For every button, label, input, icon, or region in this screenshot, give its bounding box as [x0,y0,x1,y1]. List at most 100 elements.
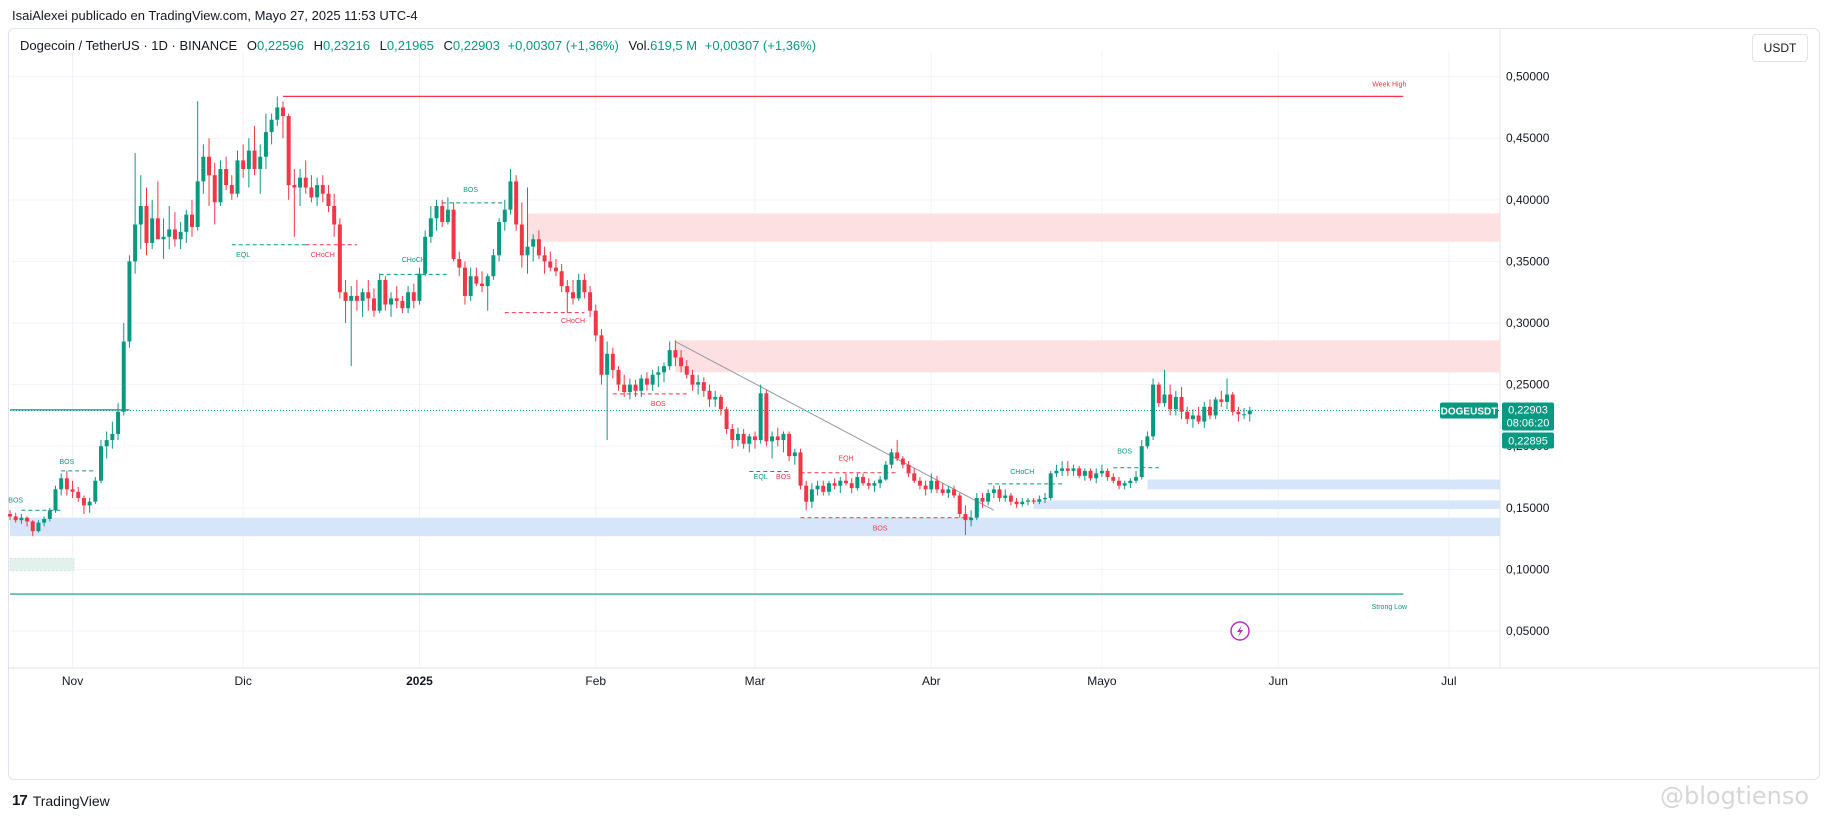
candle-body [1190,415,1195,420]
candle-body [53,489,58,511]
volume-label: Vol. [628,38,651,53]
candle-body [229,185,234,194]
candle-body [781,433,786,441]
level-label: Week High [1372,81,1406,88]
symbol-tag [1440,402,1498,419]
candle-body [485,276,490,287]
candle-body [332,206,337,225]
faded-box [9,557,75,572]
candle-body [360,292,365,301]
candle-body [758,393,763,441]
volume-change: +0,00307 (+1,36%) [704,38,817,53]
candle-body [445,209,450,223]
candle-body [991,489,996,494]
candle-body [1156,384,1161,404]
candle-body [1236,411,1241,415]
low-label: L [379,38,387,53]
candle-body [798,452,803,486]
x-tick-label: Feb [585,674,606,688]
candle-body [792,452,797,457]
candle-body [417,273,422,301]
candle-body [87,501,92,506]
high-label: H [313,38,323,53]
candle-body [434,206,439,219]
candle-body [770,436,775,442]
candle-body [25,517,30,522]
candle-body [764,393,769,442]
candle-body [1116,480,1121,486]
candle-body [423,236,428,274]
candle-body [872,483,877,486]
candle-body [508,181,513,210]
y-tick-label: 0,15000 [1506,501,1550,515]
candle-body [246,150,251,170]
publish-info: IsaiAlexei publicado en TradingView.com,… [12,8,418,23]
candle-body [735,433,740,441]
candle-body [81,497,86,506]
candle-body [1003,495,1008,498]
supply-zone [675,340,1500,373]
candle-body [212,175,217,203]
candle-body [59,478,64,490]
candle-body [536,239,541,256]
watermark: @blogtienso [1660,782,1810,810]
candle-body [673,350,678,358]
candle-body [121,341,126,412]
change-value: +0,00307 (+1,36%) [507,38,619,53]
demand-zone [1033,500,1500,510]
candle-body [480,283,485,287]
candle-body [588,292,593,311]
chart-frame [8,28,1820,780]
candle-body [707,390,712,400]
candle-body [1230,394,1235,412]
candle-body [207,156,212,176]
supply-zone [527,213,1500,242]
candle-body [900,458,905,465]
candle-body [93,480,98,502]
candle-body [1082,470,1087,476]
candle-body [1048,473,1053,498]
candle-body [1168,394,1173,410]
candle-body [394,298,399,301]
candle-body [821,485,826,492]
candle-body [138,206,143,225]
y-tick-label: 0,40000 [1506,193,1550,207]
currency-button[interactable]: USDT [1752,34,1808,62]
candle-body [411,292,416,301]
demand-zone [10,517,1500,537]
candle-body [468,276,473,296]
structure-annotation: CHoCH [402,257,426,264]
candle-body [64,478,69,490]
candle-body [929,480,934,490]
candle-body [19,517,24,521]
candle-body [366,292,371,299]
symbol-title[interactable]: Dogecoin / TetherUS · 1D · BINANCE [20,38,238,53]
candle-body [667,350,672,367]
candle-body [275,107,280,120]
candle-body [377,279,382,311]
x-tick-label: Dic [234,674,251,688]
candle-body [980,497,985,502]
candle-body [1094,473,1099,479]
lightning-bolt-icon [1237,625,1243,637]
candle-body [474,276,479,284]
candle-body [1247,410,1252,415]
candle-body [866,483,871,486]
candle-body [1128,480,1133,484]
candle-body [406,292,411,309]
structure-annotation: BOS [651,401,666,408]
candle-body [718,396,723,410]
candle-body [315,185,320,198]
candle-body [371,298,376,311]
candle-body [627,384,632,393]
x-tick-label: Mayo [1087,674,1117,688]
candle-body [383,279,388,305]
tradingview-logo[interactable]: 17 TradingView [12,792,110,809]
candle-body [1225,394,1230,402]
candle-body [30,521,35,532]
candle-body [184,214,189,232]
candle-body [605,353,610,375]
candle-body [514,181,519,225]
candle-body [1242,414,1247,416]
